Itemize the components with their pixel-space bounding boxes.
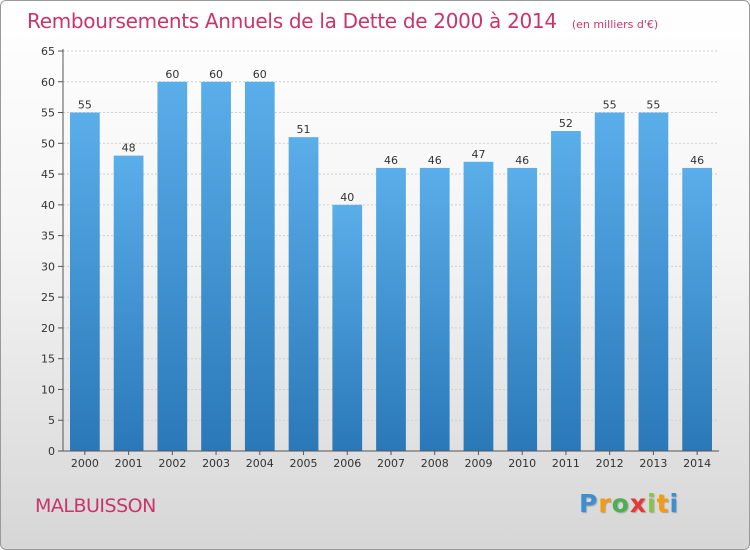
chart-unit: (en milliers d'€) bbox=[571, 18, 659, 31]
bar bbox=[113, 155, 144, 451]
title-row: Remboursements Annuels de la Dette de 20… bbox=[27, 9, 658, 33]
y-tick-label: 50 bbox=[41, 137, 55, 150]
y-tick-label: 55 bbox=[41, 107, 55, 120]
bar bbox=[463, 161, 494, 451]
bar-value-label: 46 bbox=[690, 154, 704, 167]
logo-letter: x bbox=[629, 489, 647, 518]
bar bbox=[376, 167, 406, 451]
y-tick-label: 60 bbox=[41, 76, 55, 89]
bar bbox=[638, 112, 669, 452]
commune-name: MALBUISSON bbox=[35, 495, 156, 517]
bar-value-label: 60 bbox=[209, 68, 223, 81]
x-tick-label: 2005 bbox=[290, 457, 318, 470]
x-tick-label: 2000 bbox=[71, 457, 99, 470]
proxiti-logo: Proxiti bbox=[579, 489, 679, 518]
bar-value-label: 55 bbox=[603, 99, 617, 112]
logo-letter: i bbox=[647, 489, 657, 518]
y-tick-label: 65 bbox=[41, 45, 55, 58]
x-tick-label: 2009 bbox=[464, 457, 492, 470]
y-tick-label: 25 bbox=[41, 291, 55, 304]
bar bbox=[507, 167, 538, 451]
x-tick-label: 2007 bbox=[377, 457, 405, 470]
chart-title: Remboursements Annuels de la Dette de 20… bbox=[27, 9, 557, 33]
logo-letter: r bbox=[598, 489, 612, 518]
x-tick-label: 2003 bbox=[202, 457, 230, 470]
bar bbox=[69, 112, 100, 452]
bar bbox=[594, 112, 625, 452]
bar bbox=[682, 167, 713, 451]
x-tick-label: 2013 bbox=[639, 457, 667, 470]
x-tick-label: 2010 bbox=[508, 457, 536, 470]
bar bbox=[288, 137, 319, 451]
bar bbox=[551, 131, 581, 451]
bar-value-label: 52 bbox=[559, 117, 573, 130]
x-tick-label: 2011 bbox=[552, 457, 580, 470]
y-tick-label: 40 bbox=[41, 199, 55, 212]
bar-value-label: 60 bbox=[253, 68, 267, 81]
bar-value-label: 46 bbox=[384, 154, 398, 167]
bar-value-label: 48 bbox=[122, 142, 136, 155]
x-tick-label: 2012 bbox=[596, 457, 624, 470]
logo-letter: t bbox=[656, 489, 670, 518]
y-tick-label: 45 bbox=[41, 168, 55, 181]
bar-value-label: 60 bbox=[165, 68, 179, 81]
y-tick-label: 20 bbox=[41, 322, 55, 335]
y-tick-label: 0 bbox=[48, 445, 55, 458]
bar bbox=[244, 81, 275, 452]
bar-value-label: 46 bbox=[515, 154, 529, 167]
x-tick-label: 2002 bbox=[158, 457, 186, 470]
bar-value-label: 46 bbox=[428, 154, 442, 167]
bar-value-label: 51 bbox=[297, 123, 311, 136]
y-tick-label: 5 bbox=[48, 414, 55, 427]
x-tick-label: 2004 bbox=[246, 457, 274, 470]
x-tick-label: 2006 bbox=[333, 457, 361, 470]
bar bbox=[419, 167, 450, 451]
bar bbox=[201, 81, 231, 452]
bar bbox=[157, 81, 188, 452]
y-tick-label: 35 bbox=[41, 230, 55, 243]
x-tick-label: 2001 bbox=[115, 457, 143, 470]
x-tick-label: 2008 bbox=[421, 457, 449, 470]
y-tick-label: 10 bbox=[41, 383, 55, 396]
x-tick-label: 2014 bbox=[683, 457, 711, 470]
bar-value-label: 47 bbox=[471, 148, 485, 161]
bar-value-label: 55 bbox=[78, 99, 92, 112]
y-tick-label: 15 bbox=[41, 353, 55, 366]
logo-letter: o bbox=[611, 489, 630, 518]
y-tick-label: 30 bbox=[41, 260, 55, 273]
bar bbox=[332, 204, 363, 451]
logo-letter: i bbox=[669, 489, 680, 518]
logo-letter: P bbox=[579, 489, 599, 518]
bar-value-label: 40 bbox=[340, 191, 354, 204]
bar-value-label: 55 bbox=[646, 99, 660, 112]
